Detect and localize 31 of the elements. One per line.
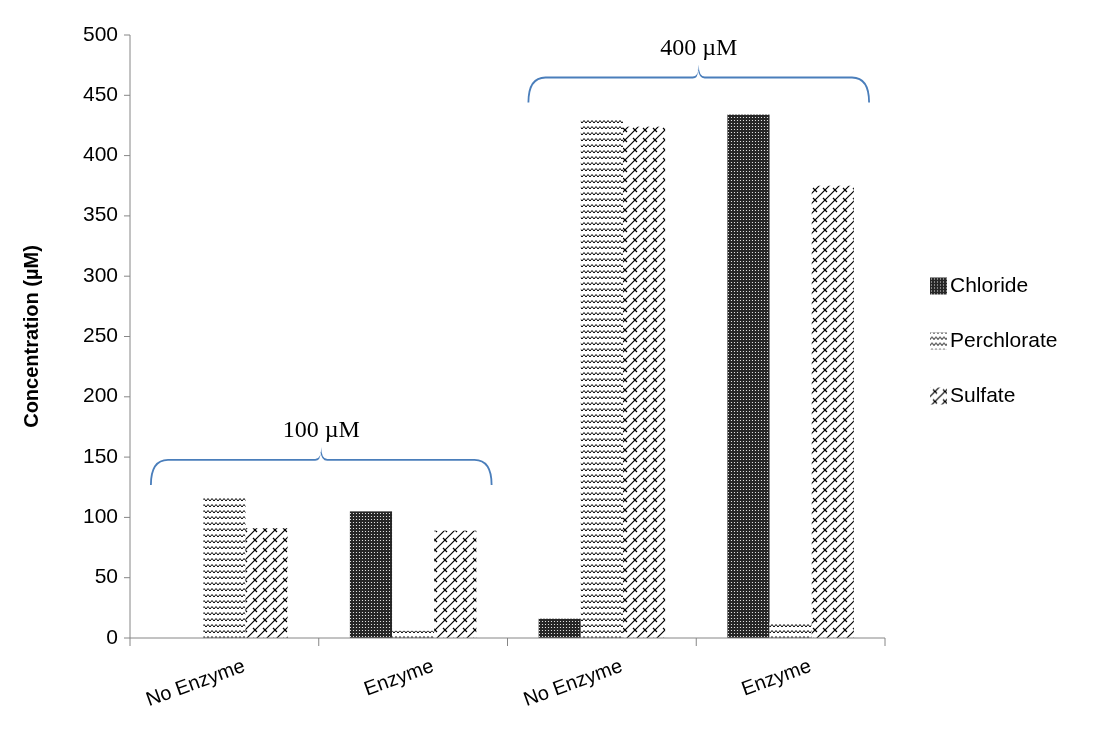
y-tick-label: 150 bbox=[82, 443, 118, 467]
bar bbox=[538, 618, 581, 638]
y-tick-label: 450 bbox=[82, 81, 118, 105]
x-tick-label: Enzyme bbox=[738, 654, 814, 700]
annotation: 400 µM bbox=[660, 33, 738, 60]
bar bbox=[811, 185, 854, 638]
y-axis-title: Concentration (µM) bbox=[20, 245, 42, 428]
bar bbox=[434, 530, 477, 638]
bar bbox=[203, 496, 246, 638]
legend-label: Perchlorate bbox=[950, 328, 1058, 352]
y-tick-label: 400 bbox=[82, 142, 118, 166]
bar bbox=[349, 511, 393, 638]
x-tick-label: No Enzyme bbox=[520, 654, 626, 711]
bar bbox=[727, 114, 770, 638]
y-tick-label: 300 bbox=[82, 262, 118, 286]
y-tick-label: 0 bbox=[106, 624, 118, 648]
x-tick-label: Enzyme bbox=[360, 654, 437, 700]
x-tick-label: No Enzyme bbox=[142, 654, 248, 711]
annotation: 100 µM bbox=[282, 415, 360, 442]
y-tick-label: 350 bbox=[82, 202, 118, 226]
legend-label: Chloride bbox=[950, 273, 1029, 297]
y-tick-label: 200 bbox=[82, 383, 118, 407]
bar bbox=[580, 118, 623, 638]
bar bbox=[245, 528, 288, 638]
bar bbox=[622, 126, 666, 638]
y-tick-label: 500 bbox=[82, 21, 118, 45]
y-tick-label: 250 bbox=[82, 323, 118, 347]
bar bbox=[769, 622, 812, 638]
y-tick-label: 100 bbox=[82, 503, 118, 527]
y-tick-label: 50 bbox=[94, 564, 118, 588]
legend-label: Sulfate bbox=[950, 383, 1016, 407]
